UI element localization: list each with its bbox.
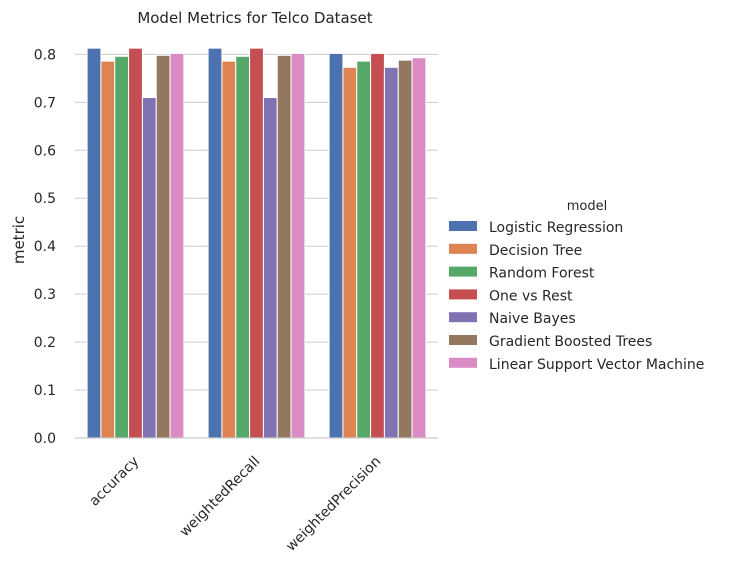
legend-label: Gradient Boosted Trees — [489, 334, 652, 350]
bar — [290, 52, 306, 439]
bar — [383, 66, 399, 439]
y-tick-label: 0.8 — [34, 47, 56, 63]
bar — [276, 54, 292, 439]
x-tick-label: weightedPrecision — [283, 454, 384, 555]
x-tick-label: accuracy — [86, 454, 142, 510]
legend-label: One vs Rest — [489, 288, 573, 304]
legend-swatch — [449, 243, 477, 254]
y-tick-label: 0.6 — [34, 143, 56, 159]
bar — [169, 52, 185, 439]
legend-swatch — [449, 221, 477, 231]
x-axis-ticks: accuracy weightedRecall weightedPrecision — [86, 454, 384, 555]
bar — [249, 47, 264, 439]
legend-swatch — [449, 266, 477, 277]
y-axis-ticks: 0.0 0.1 0.2 0.3 0.4 0.5 0.6 0.7 0.8 — [34, 47, 56, 447]
chart-title: Model Metrics for Telco Dataset — [137, 9, 372, 27]
y-axis-label: metric — [10, 216, 28, 264]
bar — [86, 47, 102, 439]
legend-title: model — [567, 199, 607, 214]
bar — [207, 47, 223, 439]
y-tick-label: 0.0 — [34, 431, 56, 447]
legend-swatch — [449, 335, 477, 345]
legend-items: Logistic Regression Decision Tree Random F… — [449, 220, 704, 373]
bar — [141, 97, 157, 439]
bar — [356, 60, 372, 439]
y-tick-label: 0.1 — [34, 383, 56, 399]
bar — [342, 66, 358, 439]
y-tick-label: 0.4 — [34, 239, 56, 255]
legend-label: Naive Bayes — [489, 311, 576, 327]
y-tick-label: 0.7 — [34, 95, 56, 111]
y-tick-label: 0.3 — [34, 287, 56, 303]
bar — [411, 57, 427, 439]
legend: model Logistic Regression Decision Tree Ra… — [449, 199, 704, 373]
legend-label: Logistic Regression — [489, 220, 623, 236]
x-tick-label: weightedRecall — [177, 454, 264, 541]
bar — [100, 60, 116, 439]
bar — [370, 52, 385, 439]
legend-swatch — [449, 289, 477, 300]
legend-label: Linear Support Vector Machine — [489, 357, 704, 373]
y-tick-label: 0.2 — [34, 335, 56, 351]
bar — [328, 52, 344, 439]
bar — [397, 59, 413, 439]
bar — [155, 54, 171, 439]
bar — [235, 55, 251, 439]
legend-label: Decision Tree — [489, 243, 582, 259]
bars — [86, 47, 427, 439]
legend-label: Random Forest — [489, 266, 595, 282]
bar — [262, 97, 278, 439]
legend-swatch — [449, 312, 477, 323]
legend-swatch — [449, 357, 477, 368]
y-tick-label: 0.5 — [34, 191, 56, 207]
bar — [221, 60, 237, 439]
bar — [128, 47, 143, 439]
bar — [114, 55, 130, 439]
